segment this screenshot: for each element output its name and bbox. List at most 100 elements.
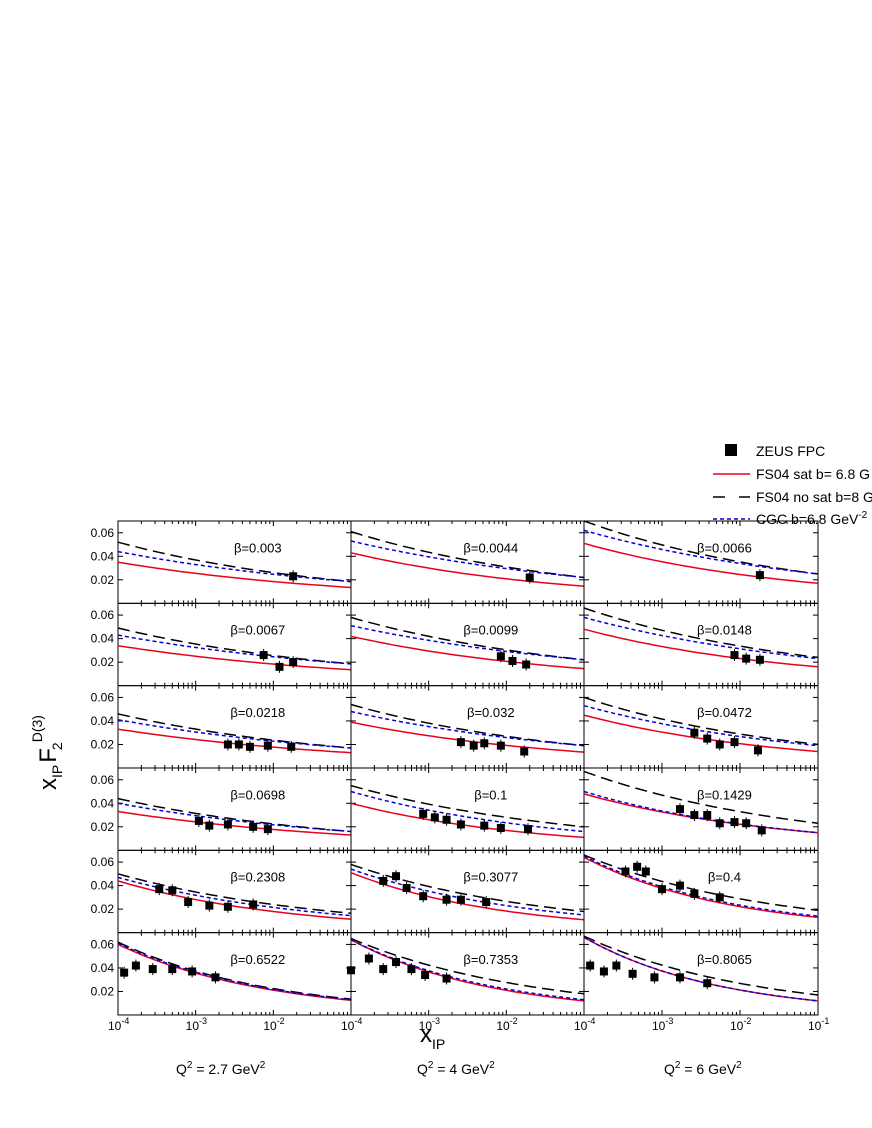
data-point <box>263 825 272 834</box>
panel-c0-r1: 0.02 0.04 0.06 β=0.0067 <box>91 602 352 687</box>
curve-cgc <box>583 704 819 747</box>
data-point <box>690 889 699 898</box>
data-point <box>364 954 373 963</box>
x-tick-label: 10-4 <box>574 1016 595 1033</box>
panel-frame <box>350 520 585 604</box>
y-axis-title: xIPF2D(3) <box>29 715 65 790</box>
y-tick-label: 0.06 <box>91 608 115 622</box>
beta-label: β=0.4 <box>708 870 741 885</box>
curve-cgc <box>350 790 585 833</box>
data-point <box>456 895 465 904</box>
beta-label: β=0.6522 <box>230 952 285 967</box>
data-point <box>480 739 489 748</box>
beta-label: β=0.0218 <box>230 705 285 720</box>
panel-c0-r3: 0.02 0.04 0.06 β=0.0698 <box>91 767 352 851</box>
data-point <box>168 965 177 974</box>
data-point <box>155 885 164 894</box>
curve-sat <box>583 542 819 585</box>
beta-label: β=0.0099 <box>463 623 518 638</box>
data-point <box>263 741 272 750</box>
curve-sat <box>117 728 352 754</box>
data-point <box>148 965 157 974</box>
data-point <box>120 968 129 977</box>
beta-label: β=0.0148 <box>697 623 752 638</box>
data-point <box>392 872 401 881</box>
curve-sat <box>350 802 585 839</box>
data-point <box>650 973 659 982</box>
data-point <box>442 895 451 904</box>
x-tick-label: 10-2 <box>730 1016 751 1033</box>
curve-nosat <box>117 941 352 1000</box>
q2-label: Q2 = 4 GeV2 <box>417 1060 495 1077</box>
data-point <box>522 660 531 669</box>
data-point <box>715 819 724 828</box>
curve-nosat <box>117 873 352 914</box>
curve-cgc <box>350 710 585 747</box>
panel-frame <box>583 602 819 687</box>
x-tick-labels-col2: 10-4 10-3 10-2 10-1 <box>574 1016 829 1033</box>
curve-cgc <box>350 624 585 661</box>
curve-nosat <box>117 713 352 749</box>
curve-nosat <box>117 541 352 583</box>
data-point <box>275 662 284 671</box>
beta-label: β=0.0066 <box>697 540 752 555</box>
curve-nosat <box>583 770 819 825</box>
panel-frame <box>350 932 585 1016</box>
panel-c1-r4: β=0.3077 <box>350 849 585 934</box>
curve-nosat <box>583 854 819 912</box>
data-point <box>223 820 232 829</box>
data-point <box>188 967 197 976</box>
curve-cgc <box>117 550 352 583</box>
y-tick-label: 0.02 <box>91 820 115 834</box>
data-point <box>675 973 684 982</box>
panel-frame <box>117 520 352 604</box>
data-point <box>757 826 766 835</box>
data-point <box>131 961 140 970</box>
q2-label: Q2 = 6 GeV2 <box>664 1060 742 1077</box>
data-point <box>211 973 220 982</box>
data-point <box>586 961 595 970</box>
beta-label: β=0.0067 <box>230 623 285 638</box>
y-tick-label: 0.04 <box>91 549 115 563</box>
legend-item: FS04 sat b= 6.8 G <box>713 466 870 482</box>
curve-sat <box>117 561 352 589</box>
curve-cgc <box>583 855 819 917</box>
data-point <box>168 886 177 895</box>
panel-c2-r2: β=0.0472 <box>583 685 819 769</box>
x-tick-label: 10-1 <box>808 1016 829 1033</box>
panel-frame <box>117 602 352 687</box>
y-tick-label: 0.06 <box>91 690 115 704</box>
data-point <box>347 966 355 975</box>
curve-cgc <box>583 936 819 1002</box>
beta-label: β=0.8065 <box>697 952 752 967</box>
curve-sat <box>583 856 819 919</box>
curve-cgc <box>583 529 819 575</box>
legend-marker <box>725 444 737 456</box>
panel-c0-r4: 0.02 0.04 0.06 β=0.2308 <box>91 849 352 934</box>
data-point <box>392 958 401 967</box>
data-point <box>289 658 298 667</box>
data-point <box>496 823 505 832</box>
panel-c1-r1: β=0.0099 <box>350 602 585 687</box>
data-point <box>508 656 517 665</box>
axis-labels: xIPF2D(3) xIP <box>29 715 445 1052</box>
data-point <box>730 738 739 747</box>
curve-cgc <box>583 790 819 834</box>
curve-cgc <box>583 616 819 660</box>
curve-sat <box>583 714 819 753</box>
panel-frame <box>350 602 585 687</box>
data-point <box>442 815 451 824</box>
data-point <box>234 740 243 749</box>
curve-nosat <box>350 616 585 661</box>
curve-sat <box>350 635 585 670</box>
curve-nosat <box>583 935 819 996</box>
q2-labels: Q2 = 2.7 GeV2 Q2 = 4 GeV2 Q2 = 6 GeV2 <box>176 1060 742 1077</box>
data-point <box>703 979 712 988</box>
curve-sat <box>350 552 585 588</box>
curve-nosat <box>583 607 819 659</box>
data-point <box>419 892 428 901</box>
panel-c0-r2: 0.02 0.04 0.06 β=0.0218 <box>91 685 352 769</box>
panel-c1-r5: β=0.7353 <box>347 932 585 1016</box>
data-point <box>496 652 505 661</box>
